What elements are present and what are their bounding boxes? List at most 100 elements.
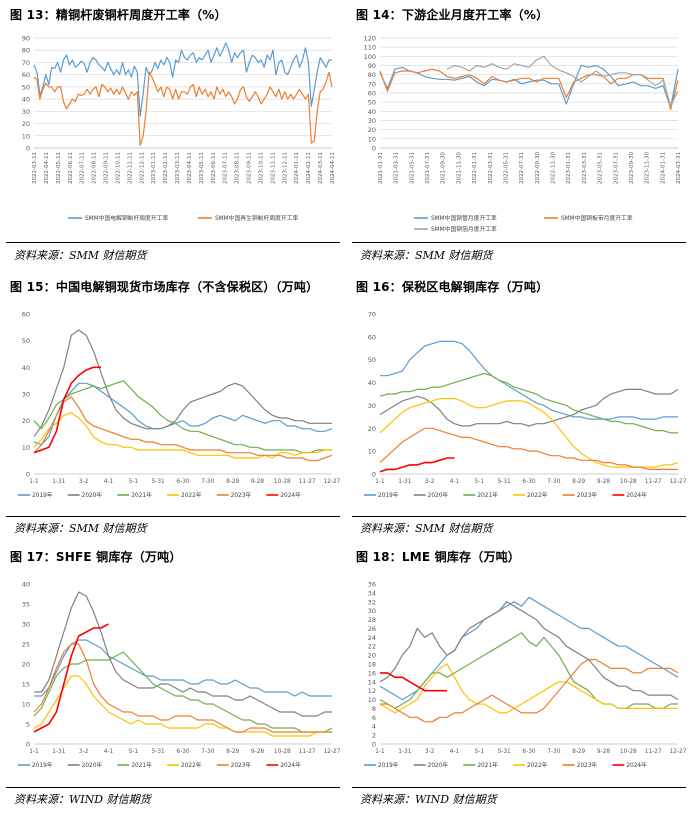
series-line-1 — [379, 388, 679, 427]
series-line-1 — [33, 329, 332, 438]
legend-label: 2020年 — [82, 761, 103, 769]
x-tick-label: 2021-01-31 — [378, 152, 384, 184]
x-tick-label: 2023-02-11 — [163, 152, 169, 184]
x-tick-label: 2022-03-31 — [488, 152, 494, 184]
x-tick-label: 2023-05-31 — [598, 152, 604, 184]
series-line-4 — [379, 427, 678, 470]
legend-label: 2019年 — [378, 761, 399, 769]
series-line-5 — [33, 366, 101, 454]
x-tick-label: 6-30 — [176, 479, 189, 485]
y-tick-label: 10 — [22, 444, 30, 452]
x-tick-label: 9-28 — [597, 749, 610, 755]
x-tick-label: 3-2 — [425, 479, 435, 485]
x-tick-label: 2023-08-11 — [235, 152, 241, 184]
x-tick-label: 2021-09-30 — [441, 152, 447, 184]
y-tick-label: 60 — [368, 90, 376, 98]
chart-source: 资料来源：WIND 财信期货 — [14, 793, 151, 806]
y-tick-label: 40 — [368, 379, 376, 387]
y-tick-label: 28 — [368, 616, 376, 624]
x-tick-label: 8-29 — [572, 479, 585, 485]
series-line-1 — [33, 71, 333, 147]
x-tick-label: 2022-11-11 — [127, 152, 133, 184]
x-tick-label: 2024-01-31 — [660, 152, 666, 184]
x-tick-label: 10-28 — [620, 749, 637, 755]
chart-15: 0 10 20 30 40 50 60 1-1 1-31 3-2 4-1 5-1 5-31 6-30 7-3… — [18, 311, 340, 499]
legend-label: 2019年 — [378, 491, 399, 499]
x-tick-label: 2022-07-11 — [80, 152, 86, 184]
x-tick-label: 7-30 — [547, 749, 560, 755]
x-tick-label: 2024-04-11 — [330, 152, 336, 184]
x-tick-label: 1-31 — [398, 749, 411, 755]
y-tick-label: 50 — [368, 356, 376, 364]
x-tick-label: 2023-01-31 — [566, 152, 572, 184]
x-tick-label: 2023-09-11 — [247, 152, 253, 184]
y-tick-label: 10 — [368, 696, 376, 704]
legend-label: 2024年 — [280, 491, 301, 499]
x-tick-label: 3-2 — [79, 749, 89, 755]
x-tick-label: 2022-08-11 — [92, 152, 98, 184]
legend-label: 2019年 — [32, 491, 53, 499]
x-tick-label: 6-30 — [522, 749, 535, 755]
x-tick-label: 1-1 — [375, 479, 385, 485]
series-line-3 — [379, 398, 679, 468]
series-line-1 — [379, 601, 679, 701]
y-tick-label: 30 — [368, 117, 376, 125]
x-tick-label: 2023-06-11 — [211, 152, 217, 184]
y-tick-label: 25 — [22, 641, 30, 649]
y-tick-label: 22 — [368, 643, 376, 651]
y-tick-label: 0 — [26, 741, 30, 749]
x-tick-label: 4-1 — [104, 749, 114, 755]
y-tick-label: 80 — [368, 71, 376, 79]
x-tick-label: 1-31 — [52, 479, 65, 485]
series-line-5 — [380, 672, 447, 692]
x-tick-label: 5-31 — [152, 479, 165, 485]
x-tick-label: 1-1 — [29, 479, 39, 485]
chart-title: 图 13：精铜杆废铜杆周度开工率（%） — [10, 8, 227, 22]
y-tick-label: 20 — [22, 417, 30, 425]
legend-label: SMM中国铜箔月度开工率 — [431, 225, 497, 233]
legend-label: SMM中国铜板带月度开工率 — [561, 214, 633, 222]
chart-13: 0 10 20 30 40 50 60 70 80 90 2022-03-11 2022-04-11 2… — [22, 35, 336, 223]
x-tick-label: 11-27 — [299, 749, 316, 755]
x-tick-label: 2022-11-30 — [551, 152, 557, 184]
x-tick-label: 1-1 — [375, 749, 385, 755]
y-tick-label: 10 — [368, 135, 376, 143]
legend-label: 2022年 — [181, 491, 202, 499]
legend-label: 2023年 — [577, 761, 598, 769]
x-tick-label: 2023-11-11 — [270, 152, 276, 184]
x-tick-label: 2021-11-30 — [456, 152, 462, 184]
series-line-2 — [33, 651, 333, 733]
series-line-5 — [33, 623, 109, 733]
y-tick-label: 16 — [368, 669, 376, 677]
legend-label: 2021年 — [131, 761, 152, 769]
x-tick-label: 9-28 — [597, 479, 610, 485]
series-line-1 — [379, 68, 679, 111]
chart-title: 图 18：LME 铜库存（万吨） — [356, 550, 521, 564]
legend-label: SMM中国电解铜制杆周度开工率 — [85, 214, 168, 222]
y-tick-label: 0 — [26, 471, 30, 479]
y-tick-label: 10 — [22, 701, 30, 709]
y-tick-label: 60 — [22, 71, 30, 79]
chart-title: 图 15：中国电解铜现货市场库存（不含保税区）（万吨） — [10, 280, 319, 294]
legend-label: SMM中国铜管月度开工率 — [431, 214, 497, 222]
x-tick-label: 2023-10-11 — [258, 152, 264, 184]
y-tick-label: 8 — [372, 705, 376, 713]
series-line-5 — [379, 457, 455, 473]
y-tick-label: 34 — [368, 589, 376, 597]
y-tick-label: 70 — [22, 59, 30, 67]
x-tick-label: 12-27 — [324, 479, 340, 485]
legend-label: 2021年 — [131, 491, 152, 499]
x-tick-label: 2022-06-11 — [68, 152, 74, 184]
x-tick-label: 10-28 — [620, 479, 637, 485]
x-tick-label: 7-30 — [201, 479, 214, 485]
x-tick-label: 12-27 — [324, 749, 340, 755]
y-tick-label: 2 — [372, 732, 376, 740]
legend-label: 2023年 — [231, 761, 252, 769]
x-tick-label: 2024-03-11 — [318, 152, 324, 184]
series-line-0 — [379, 64, 679, 109]
x-tick-label: 9-28 — [251, 479, 264, 485]
y-tick-label: 0 — [26, 145, 30, 153]
chart-17: 0 5 10 15 20 25 30 35 40 1-1 1-31 3-2 4-1 5-1 5-31 6-30… — [18, 581, 340, 769]
y-tick-label: 26 — [368, 625, 376, 633]
